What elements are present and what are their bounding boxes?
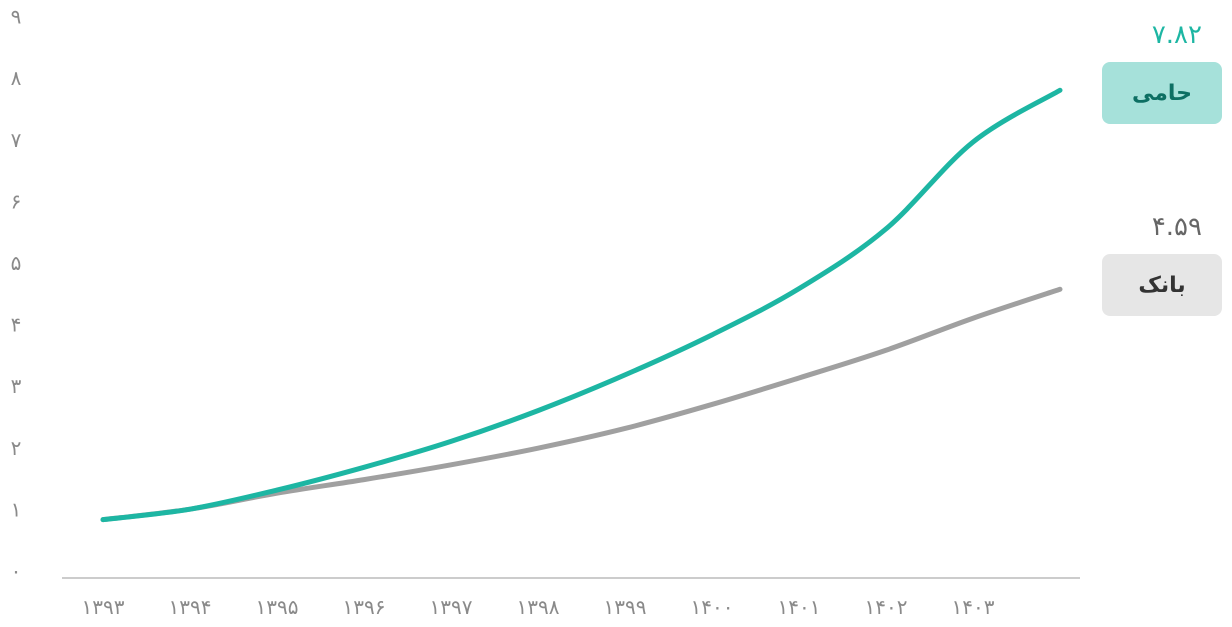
legend-value-hami: ۷.۸۲ xyxy=(1151,20,1202,50)
x-tick-label: ۱۴۰۱ xyxy=(778,595,821,619)
x-tick-label: ۱۳۹۹ xyxy=(604,595,647,619)
x-tick-label: ۱۳۹۳ xyxy=(82,595,125,619)
legend-badge-hami: حامی xyxy=(1102,62,1222,124)
y-tick-label: ۶ xyxy=(11,189,22,213)
series-line-hami xyxy=(100,87,1063,523)
y-tick-label: ۹ xyxy=(11,5,22,29)
x-tick-label: ۱۳۹۷ xyxy=(430,595,473,619)
y-tick-label: ۷ xyxy=(11,128,22,152)
y-tick-label: ۴ xyxy=(11,313,22,337)
legend-value-bank: ۴.۵۹ xyxy=(1151,212,1202,242)
y-tick-label: ۲ xyxy=(11,436,22,460)
y-tick-label: ۸ xyxy=(11,66,22,90)
y-tick-label: ۰ xyxy=(11,559,22,583)
series-line-bank xyxy=(100,286,1063,523)
x-axis-ticks: ۱۳۹۳ ۱۳۹۴ ۱۳۹۵ ۱۳۹۶ ۱۳۹۷ ۱۳۹۸ ۱۳۹۹ ۱۴۰۰ ۱۴۰۱ ۱۴۰۲… xyxy=(82,595,995,619)
x-tick-label: ۱۴۰۰ xyxy=(691,595,734,619)
x-tick-label: ۱۳۹۶ xyxy=(343,595,386,619)
y-tick-label: ۱ xyxy=(11,497,22,521)
x-tick-label: ۱۴۰۲ xyxy=(865,595,908,619)
y-tick-label: ۳ xyxy=(11,374,22,398)
y-axis-ticks: ۰ ۱ ۲ ۳ ۴ ۵ ۶ ۷ ۸ ۹ xyxy=(11,5,22,583)
legend-badge-bank: بانک xyxy=(1102,254,1222,316)
y-tick-label: ۵ xyxy=(11,251,22,275)
x-tick-label: ۱۳۹۵ xyxy=(256,595,299,619)
x-tick-label: ۱۳۹۸ xyxy=(517,595,560,619)
x-tick-label: ۱۳۹۴ xyxy=(169,595,212,619)
x-tick-label: ۱۴۰۳ xyxy=(952,595,995,619)
